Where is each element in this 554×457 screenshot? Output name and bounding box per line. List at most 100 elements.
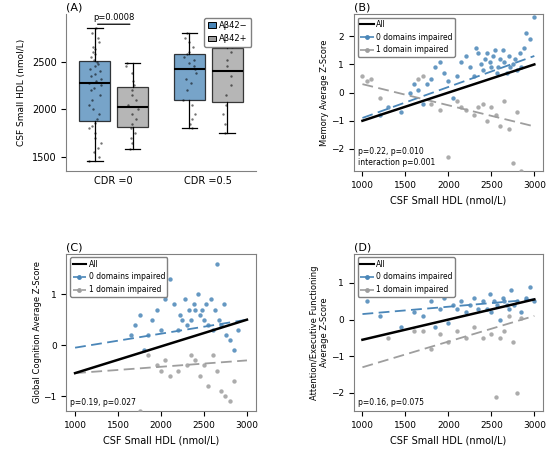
Point bbox=[87, 72, 96, 80]
Point bbox=[498, 294, 507, 301]
Point bbox=[461, 106, 470, 113]
Point bbox=[406, 89, 414, 96]
Point bbox=[512, 298, 521, 305]
Point bbox=[140, 346, 148, 354]
Point bbox=[227, 72, 235, 80]
Point bbox=[495, 55, 504, 63]
Point bbox=[491, 112, 500, 119]
Point bbox=[526, 35, 535, 43]
Point bbox=[418, 312, 427, 319]
Point bbox=[124, 101, 133, 108]
Y-axis label: CSF Small HDL (nmol/L): CSF Small HDL (nmol/L) bbox=[18, 39, 27, 146]
Point bbox=[427, 75, 435, 82]
Point bbox=[91, 70, 100, 78]
Point bbox=[165, 275, 174, 282]
Point bbox=[435, 330, 444, 338]
Point bbox=[221, 393, 230, 400]
Point bbox=[134, 106, 142, 113]
Point bbox=[440, 294, 449, 301]
Point bbox=[184, 48, 193, 56]
X-axis label: CSF Small HDL (nmol/L): CSF Small HDL (nmol/L) bbox=[103, 436, 219, 446]
Point bbox=[123, 60, 132, 67]
PathPatch shape bbox=[79, 61, 110, 121]
Point bbox=[135, 311, 144, 318]
Point bbox=[483, 117, 491, 124]
Point bbox=[375, 312, 384, 319]
Point bbox=[500, 298, 509, 305]
Point bbox=[85, 65, 94, 73]
Point bbox=[89, 43, 98, 51]
Point bbox=[191, 65, 199, 73]
Point bbox=[90, 56, 99, 63]
Point bbox=[375, 112, 384, 119]
Point bbox=[191, 111, 200, 118]
Point bbox=[227, 82, 235, 89]
Point bbox=[492, 69, 501, 76]
Text: p=0.22, p=0.010
interaction p=0.001: p=0.22, p=0.010 interaction p=0.001 bbox=[358, 147, 435, 167]
Text: (B): (B) bbox=[354, 3, 370, 13]
Point bbox=[182, 321, 191, 329]
Point bbox=[188, 115, 197, 122]
Point bbox=[409, 80, 418, 88]
Point bbox=[127, 139, 136, 146]
Point bbox=[470, 294, 479, 301]
Point bbox=[487, 103, 496, 110]
Point bbox=[485, 290, 494, 298]
Point bbox=[453, 72, 461, 80]
Point bbox=[500, 97, 509, 105]
Point bbox=[191, 306, 200, 313]
Point bbox=[86, 53, 95, 60]
Point bbox=[176, 311, 184, 318]
Point bbox=[152, 306, 161, 313]
Point bbox=[520, 44, 529, 51]
Point bbox=[94, 154, 103, 161]
Point bbox=[220, 120, 229, 128]
Point bbox=[89, 106, 98, 113]
Point bbox=[189, 56, 198, 63]
Point bbox=[91, 24, 100, 32]
Point bbox=[193, 291, 202, 298]
Point bbox=[461, 308, 470, 316]
Point bbox=[491, 393, 500, 400]
Point bbox=[183, 29, 192, 37]
Point bbox=[517, 64, 526, 71]
Point bbox=[401, 49, 410, 57]
Point bbox=[90, 149, 99, 156]
Point bbox=[126, 331, 135, 339]
Point bbox=[188, 125, 197, 132]
Point bbox=[187, 351, 196, 359]
Point bbox=[457, 103, 466, 110]
Point bbox=[184, 39, 193, 46]
Point bbox=[481, 55, 490, 63]
Point bbox=[414, 86, 423, 93]
Point bbox=[530, 13, 538, 20]
Point bbox=[94, 111, 103, 118]
Point bbox=[435, 58, 444, 65]
Point bbox=[118, 281, 127, 288]
Point bbox=[204, 321, 213, 329]
Point bbox=[470, 323, 479, 330]
Point bbox=[495, 316, 504, 323]
Point bbox=[227, 48, 235, 56]
Point bbox=[521, 294, 530, 301]
Point bbox=[170, 301, 178, 308]
Point bbox=[84, 79, 93, 86]
Point bbox=[131, 321, 140, 329]
Point bbox=[223, 63, 232, 70]
PathPatch shape bbox=[117, 87, 148, 127]
Point bbox=[143, 331, 152, 339]
Point bbox=[228, 43, 237, 51]
Point bbox=[478, 100, 487, 107]
Point bbox=[152, 362, 161, 369]
Point bbox=[187, 316, 196, 324]
Point bbox=[465, 301, 474, 308]
Point bbox=[502, 69, 511, 76]
Point bbox=[212, 260, 221, 267]
Legend: All, 0 domains impaired, 1 domain impaired: All, 0 domains impaired, 1 domain impair… bbox=[70, 257, 167, 297]
Point bbox=[208, 326, 217, 334]
Point bbox=[512, 109, 521, 116]
Point bbox=[85, 157, 94, 165]
Point bbox=[427, 345, 435, 353]
Text: (A): (A) bbox=[66, 3, 83, 13]
Point bbox=[180, 34, 189, 41]
